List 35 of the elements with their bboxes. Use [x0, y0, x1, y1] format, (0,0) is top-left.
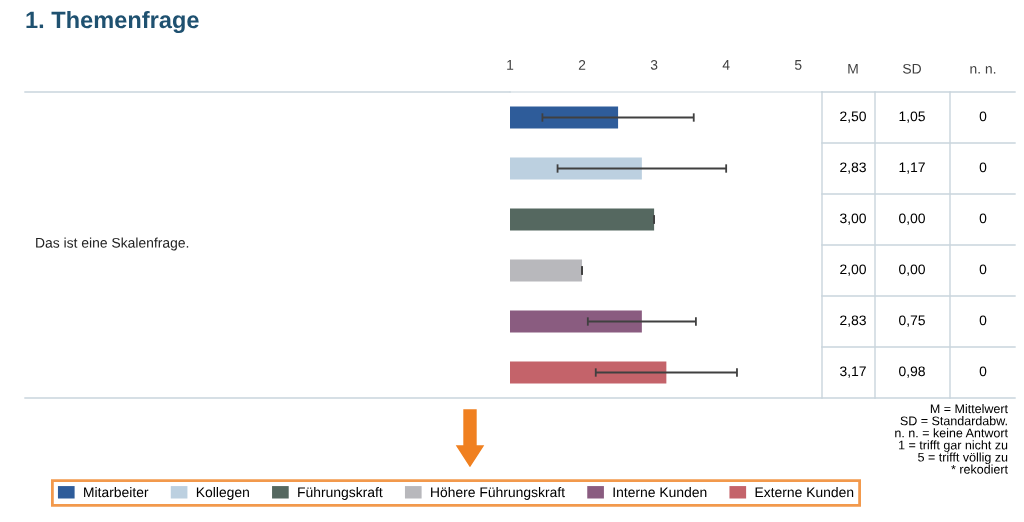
text: 0	[979, 162, 987, 173]
text: 0	[979, 315, 987, 326]
x-tick-label: 2	[578, 59, 586, 70]
legend-label: Externe Kunden	[755, 486, 854, 498]
text: 0,98	[899, 366, 925, 378]
legend-label: Mitarbeiter	[84, 486, 149, 498]
x-tick-label: 4	[722, 60, 730, 70]
text: 2,00	[840, 264, 866, 276]
text: 0	[979, 366, 987, 377]
text: M = Mittelwert SD = Standardabw. n. n. = keine Antwort 1 = trifft gar nicht zu 5 = trifft völlig zu * rekodiert	[895, 404, 1008, 474]
text: SD	[902, 63, 921, 74]
text: 1. Themenfrage	[26, 10, 199, 34]
text: 0,75	[899, 315, 925, 327]
text: 2,83	[840, 162, 866, 174]
x-tick-label: 1	[507, 60, 514, 70]
text: 2,83	[840, 315, 866, 327]
text: 0	[979, 111, 987, 122]
text: 3,17	[840, 366, 866, 378]
legend-label: Führungskraft	[298, 486, 383, 500]
text: 1,05	[899, 111, 925, 123]
text: Das ist eine Skalenfrage.	[36, 237, 189, 251]
text: 0,00	[899, 264, 925, 276]
text: 2,50	[840, 111, 866, 123]
legend-label: Höhere Führungskraft	[431, 486, 565, 500]
text: n. n.	[970, 66, 996, 74]
text: 0,00	[899, 213, 925, 225]
x-tick-label: 3	[650, 59, 658, 70]
text: 3,00	[840, 213, 866, 225]
legend-label: Interne Kunden	[613, 486, 707, 498]
text: M	[848, 64, 858, 74]
x-tick-label: 5	[794, 60, 802, 70]
text: 1,17	[899, 162, 925, 174]
text: 0	[979, 213, 987, 224]
text: 0	[979, 264, 987, 275]
legend-label: Kollegen	[196, 486, 249, 500]
